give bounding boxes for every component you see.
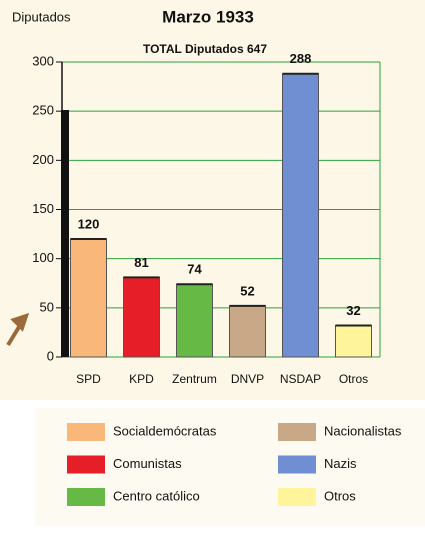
legend-label: Socialdemócratas [113, 423, 217, 438]
legend-label: Centro católico [113, 488, 200, 503]
legend-swatch [278, 488, 316, 506]
y-tick-label: 150 [32, 201, 54, 216]
bar [335, 325, 372, 358]
bar [123, 276, 160, 358]
x-tick-label: Otros [339, 372, 368, 386]
value-label: 74 [187, 262, 202, 277]
y-tick-label: 0 [47, 348, 54, 363]
value-label: 120 [78, 216, 100, 231]
legend-swatch [67, 455, 105, 474]
legend-label: Nazis [324, 456, 357, 471]
legend-label: Nacionalistas [324, 423, 402, 438]
x-tick-label: Zentrum [172, 372, 217, 386]
y-tick-label: 100 [32, 250, 54, 265]
legend-swatch [67, 488, 105, 506]
bar [282, 73, 319, 358]
bar [70, 238, 107, 358]
bar [229, 305, 266, 358]
value-label: 32 [346, 303, 360, 318]
value-label: 52 [240, 283, 254, 298]
y-tick-label: 50 [40, 299, 54, 314]
legend-label: Otros [324, 488, 356, 503]
bar [176, 283, 213, 358]
y-tick-label: 300 [32, 53, 54, 68]
y-tick-label: 200 [32, 152, 54, 167]
legend-label: Comunistas [113, 456, 182, 471]
value-label: 288 [290, 51, 312, 66]
chart-subtitle: TOTAL Diputados 647 [143, 42, 267, 56]
legend-swatch [67, 423, 105, 441]
arrow [6, 312, 30, 347]
x-tick-label: KPD [129, 372, 154, 386]
axis-bar [61, 110, 69, 357]
value-label: 81 [134, 255, 148, 270]
x-tick-label: SPD [76, 372, 101, 386]
x-tick-label: DNVP [231, 372, 264, 386]
y-axis-label: Diputados [12, 9, 71, 24]
chart-title: Marzo 1933 [162, 7, 254, 26]
x-tick-label: NSDAP [280, 372, 321, 386]
legend-swatch [278, 455, 316, 474]
legend-swatch [278, 423, 316, 441]
y-tick-label: 250 [32, 103, 54, 118]
